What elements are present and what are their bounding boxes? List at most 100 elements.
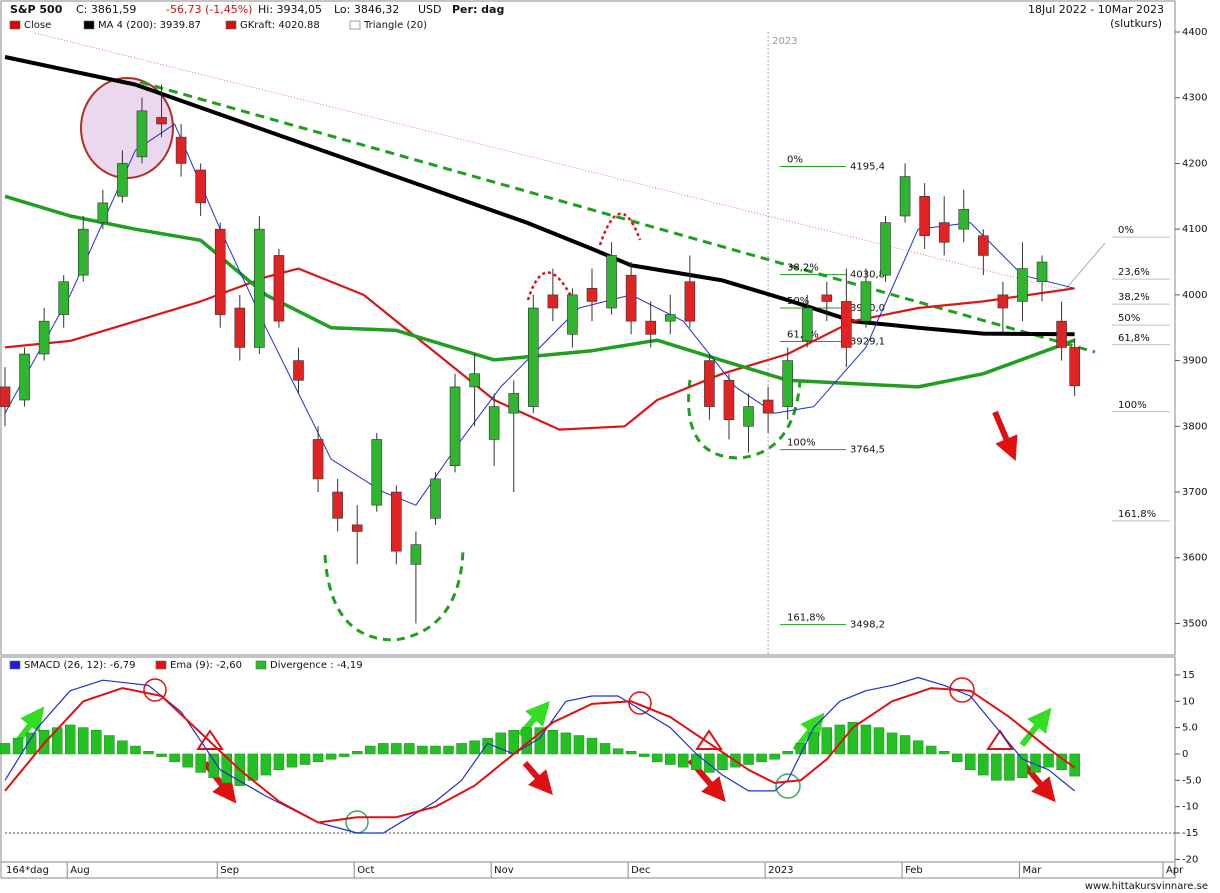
indicator-line xyxy=(4,687,1076,824)
fib-pct: 23,6% xyxy=(1118,267,1150,278)
divergence-bar xyxy=(208,753,219,778)
arrow xyxy=(992,410,1018,462)
date-range: 18Jul 2022 - 10Mar 2023 xyxy=(1028,3,1164,16)
candle-body xyxy=(0,386,11,407)
divergence-bar xyxy=(1004,753,1015,781)
divergence-bar xyxy=(808,732,820,755)
divergence-bar xyxy=(286,753,298,768)
divergence-bar xyxy=(756,753,767,763)
candle-body xyxy=(860,281,872,322)
divergence-bar xyxy=(443,745,454,755)
marker-triangle xyxy=(196,729,224,750)
divergence-bar xyxy=(586,737,598,755)
candle-body xyxy=(625,274,637,322)
divergence-bar xyxy=(912,740,924,755)
divergence-bar xyxy=(821,727,833,755)
arrow xyxy=(1019,707,1052,747)
divergence-bar xyxy=(351,751,363,755)
y-tick-label: 5.0 xyxy=(1182,723,1198,734)
divergence-bar xyxy=(625,751,637,755)
candle-body xyxy=(547,294,559,309)
legend-swatch xyxy=(9,660,21,670)
divergence-bar xyxy=(417,745,428,755)
x-tick-label: Feb xyxy=(905,865,923,876)
divergence-bar xyxy=(325,753,337,760)
legend-label: Divergence : -4,19 xyxy=(270,660,363,671)
candle-body xyxy=(801,307,813,342)
candle-body xyxy=(586,287,598,302)
y-tick-label: 4300 xyxy=(1182,93,1207,104)
candle-body xyxy=(156,117,167,125)
divergence-bar xyxy=(482,737,493,755)
title: S&P 500 xyxy=(10,3,63,16)
y-tick-label: 3600 xyxy=(1182,553,1207,564)
divergence-bar xyxy=(991,753,1002,781)
divergence-bar xyxy=(104,735,115,755)
fib-price: 3498,2 xyxy=(850,620,885,631)
y-tick-label: 4200 xyxy=(1182,158,1207,169)
x-tick-label: Apr xyxy=(1166,865,1184,876)
candle-body xyxy=(332,491,343,519)
candle-body xyxy=(469,373,480,388)
legend-swatch xyxy=(349,20,361,30)
year-label: 2023 xyxy=(772,36,797,47)
high: Hi: 3934,05 xyxy=(258,3,322,16)
divergence-bar xyxy=(717,753,728,771)
divergence-bar xyxy=(612,748,624,755)
fib-price: 3764,5 xyxy=(850,445,885,456)
price-type: (slutkurs) xyxy=(1110,17,1162,30)
divergence-bar xyxy=(195,753,206,773)
pattern-arc xyxy=(598,212,642,246)
candle-body xyxy=(19,353,30,401)
candle-body xyxy=(664,314,676,322)
divergence-bar xyxy=(378,743,389,755)
legend-label: SMACD (26, 12): -6,79 xyxy=(24,660,136,671)
main-frame xyxy=(0,0,1176,656)
candle-body xyxy=(1017,268,1028,302)
divergence-bar xyxy=(338,753,350,757)
divergence-bar xyxy=(1030,753,1041,773)
candle-body xyxy=(38,320,50,355)
candle-body xyxy=(175,136,187,164)
divergence-bar xyxy=(547,729,559,755)
candle-body xyxy=(234,307,246,348)
candle-body xyxy=(684,281,696,322)
fib-pct: 161,8% xyxy=(787,613,825,624)
header: S&P 500 C: 3861,59 -56,73 (-1,45%) Hi: 3… xyxy=(10,3,1164,30)
period: Per: dag xyxy=(452,3,504,16)
x-tick-label: Sep xyxy=(220,865,239,876)
divergence-bar xyxy=(273,753,285,771)
legend-swatch xyxy=(155,660,167,670)
divergence-bar xyxy=(847,722,859,755)
divergence-bar xyxy=(312,753,324,763)
divergence-bar xyxy=(599,743,611,755)
divergence-bar xyxy=(834,724,846,755)
divergence-bar xyxy=(469,740,480,755)
candle-body xyxy=(508,393,520,414)
candle-body xyxy=(77,228,89,276)
candle-body xyxy=(391,491,402,552)
candle-body xyxy=(743,406,754,427)
close-price: C: 3861,59 xyxy=(76,3,136,16)
legend-label: GKraft: 4020.88 xyxy=(240,20,320,31)
fib-pct: 61,8% xyxy=(1118,333,1150,344)
candle-body xyxy=(645,320,657,335)
divergence-bar xyxy=(965,753,976,771)
candle-body xyxy=(880,222,891,276)
y-tick-label: 3800 xyxy=(1182,421,1207,432)
fib-pct: 0% xyxy=(1118,225,1134,236)
y-tick-label: 0 xyxy=(1182,749,1188,760)
divergence-bar xyxy=(886,732,898,755)
divergence-bar xyxy=(1043,753,1054,768)
legend-swatch xyxy=(83,20,95,30)
candle-body xyxy=(371,439,383,506)
divergence-bar xyxy=(925,745,937,755)
divergence-bar xyxy=(638,753,650,757)
divergence-bar xyxy=(364,745,376,755)
fib-price: 4195,4 xyxy=(850,161,885,172)
candle-body xyxy=(410,544,422,565)
divergence-bar xyxy=(130,745,141,755)
divergence-bar xyxy=(260,753,272,776)
